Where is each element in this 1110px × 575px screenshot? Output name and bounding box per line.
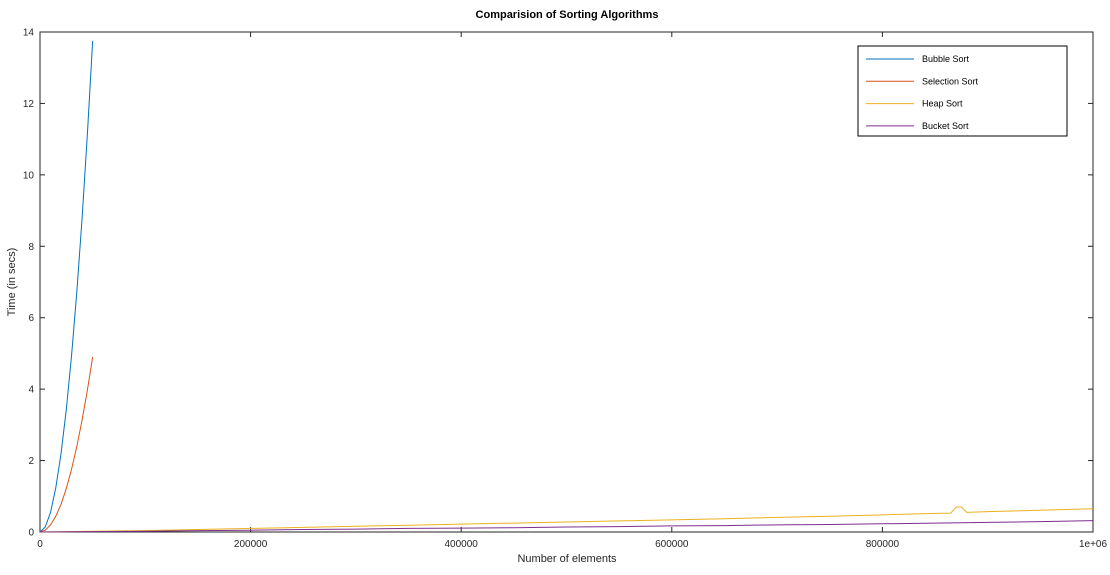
series-line-bucket-sort bbox=[39, 520, 1094, 533]
y-axis-label: Time (in secs) bbox=[6, 248, 18, 317]
y-tick-label: 2 bbox=[28, 456, 34, 467]
chart-title: Comparision of Sorting Algorithms bbox=[476, 9, 659, 21]
series-line-bubble-sort bbox=[39, 40, 94, 533]
y-tick-label: 6 bbox=[28, 313, 34, 324]
x-axis-label: Number of elements bbox=[517, 553, 617, 565]
series-lines bbox=[39, 40, 1094, 533]
y-tick-label: 0 bbox=[28, 528, 34, 539]
x-tick-label: 200000 bbox=[234, 539, 268, 550]
y-tick-label: 4 bbox=[28, 385, 34, 396]
axis-ticks: 0 200000 400000 600000 800000 1e+06 0 2 4 6 8 10 12 1… bbox=[23, 28, 1108, 551]
series-line-selection-sort bbox=[39, 356, 94, 533]
legend-label-bucket-sort: Bucket Sort bbox=[922, 121, 969, 131]
y-tick-label: 14 bbox=[23, 28, 35, 39]
x-tick-label: 800000 bbox=[866, 539, 900, 550]
legend-box bbox=[857, 45, 1068, 137]
legend: Bubble Sort Selection Sort Heap Sort Bucket… bbox=[857, 45, 1068, 137]
x-tick-label: 0 bbox=[37, 539, 43, 550]
legend-label-heap-sort: Heap Sort bbox=[922, 99, 963, 109]
y-tick-label: 12 bbox=[23, 99, 35, 110]
series-line-heap-sort bbox=[39, 506, 1094, 533]
legend-label-selection-sort: Selection Sort bbox=[922, 76, 979, 86]
x-tick-label: 1e+06 bbox=[1079, 539, 1108, 550]
x-tick-label: 600000 bbox=[655, 539, 689, 550]
legend-label-bubble-sort: Bubble Sort bbox=[922, 54, 970, 64]
x-tick-label: 400000 bbox=[445, 539, 479, 550]
y-tick-label: 8 bbox=[28, 242, 34, 253]
y-tick-label: 10 bbox=[23, 170, 35, 181]
